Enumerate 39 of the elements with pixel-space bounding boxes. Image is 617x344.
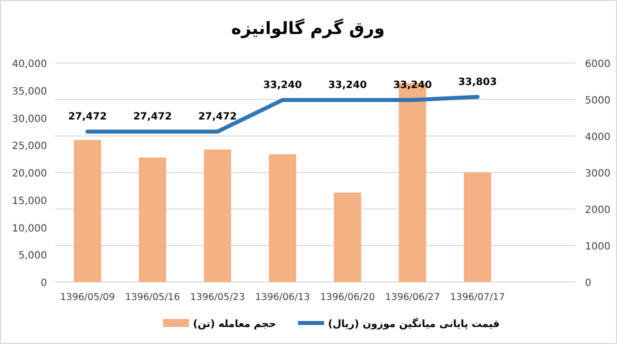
y2-tick-label: 6000 (585, 59, 610, 70)
data-label: 33,240 (263, 80, 302, 92)
x-tick-label: 1396/05/16 (125, 292, 180, 303)
y-tick-label: 0 (40, 278, 47, 289)
y-tick-label: 35,000 (12, 86, 47, 98)
bar (74, 140, 102, 282)
y-tick-label: 40,000 (12, 59, 47, 70)
x-tick-label: 1396/05/23 (190, 292, 245, 303)
y-tick-label: 30,000 (12, 114, 47, 125)
y-tick-label: 10,000 (12, 223, 47, 234)
data-label: 33,240 (328, 80, 367, 92)
x-tick-label: 1396/06/13 (255, 292, 310, 303)
y-tick-label: 25,000 (12, 141, 47, 152)
data-label: 33,803 (458, 76, 497, 88)
bar (268, 154, 296, 282)
legend-label: حجم معامله (تن) (193, 319, 276, 330)
x-tick-label: 1396/07/17 (450, 292, 505, 303)
x-tick-label: 1396/05/09 (60, 292, 115, 303)
y2-tick-label: 0 (585, 278, 592, 289)
x-tick-label: 1396/06/20 (320, 292, 375, 303)
bar (334, 192, 362, 282)
data-label: 27,472 (68, 112, 107, 123)
y2-tick-label: 4000 (585, 132, 610, 143)
data-label: 27,472 (133, 112, 172, 123)
x-tick-label: 1396/06/27 (385, 292, 440, 303)
y-tick-label: 5,000 (18, 250, 47, 262)
y-tick-label: 15,000 (12, 196, 47, 207)
y2-tick-label: 5000 (585, 96, 610, 106)
data-label: 33,240 (393, 80, 432, 92)
bar (464, 172, 492, 282)
data-label: 27,472 (198, 112, 237, 123)
chart-title: ورق گرم گالوانیزه (231, 18, 385, 39)
bar (204, 150, 232, 282)
legend-label: قیمت پایانی میانگین موزون (ریال) (328, 317, 500, 330)
bar (138, 158, 166, 282)
y2-tick-label: 1000 (585, 242, 610, 252)
y2-tick-label: 3000 (585, 168, 610, 180)
y-tick-label: 20,000 (12, 168, 47, 180)
y2-tick-label: 2000 (585, 205, 610, 216)
